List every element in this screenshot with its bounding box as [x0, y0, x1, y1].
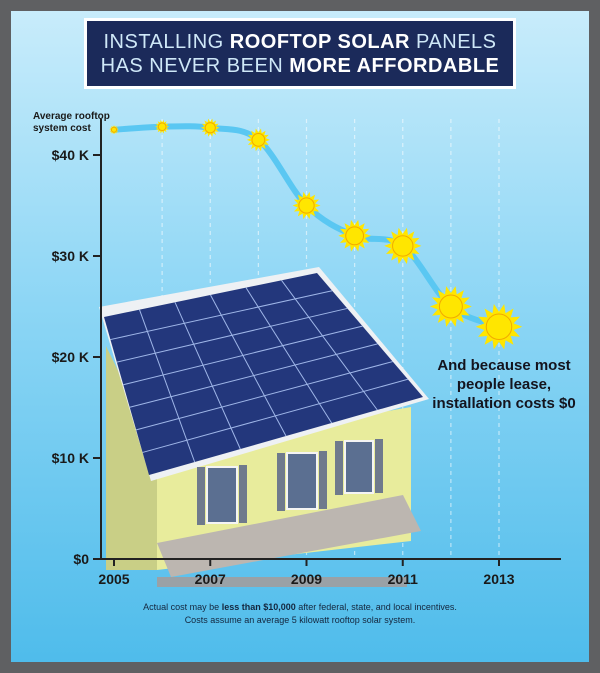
title-banner: INSTALLING ROOFTOP SOLAR PANELS HAS NEVE…: [84, 18, 516, 89]
porch: [157, 577, 407, 587]
shutter: [335, 441, 343, 495]
data-point: [292, 191, 321, 220]
axes: [93, 119, 561, 566]
house-illustration: [99, 267, 429, 587]
series-label-line: Average rooftop: [33, 111, 110, 122]
annotation-line: installation costs $0: [432, 395, 576, 412]
window: [344, 440, 374, 494]
footnote-line-1: Actual cost may be less than $10,000 aft…: [143, 602, 457, 612]
house-left-wall: [106, 346, 157, 570]
x-tick-label: 2005: [98, 571, 129, 587]
data-point: [200, 118, 220, 137]
panel-col-line: [281, 280, 378, 411]
window: [206, 466, 238, 524]
data-point: [384, 227, 422, 265]
infographic: $0 $10 K $20 K $30 K $40 K 2005 2007 2009 2011 2…: [11, 11, 589, 662]
y-tick-labels: $0 $10 K $20 K $30 K $40 K: [52, 147, 90, 567]
shutter: [197, 467, 205, 525]
x-tick-label: 2009: [291, 571, 322, 587]
sun-core: [157, 122, 167, 132]
sun-core: [345, 226, 365, 246]
y-tick-label: $30 K: [52, 248, 89, 264]
sun-core: [298, 197, 315, 214]
y-tick-label: $10 K: [52, 450, 89, 466]
shutter: [277, 453, 285, 511]
title-line-2: HAS NEVER BEEN MORE AFFORDABLE: [100, 55, 500, 77]
series-label-line: system cost: [33, 123, 91, 134]
data-point: [246, 128, 271, 152]
x-tick-label: 2013: [483, 571, 514, 587]
x-tick-label: 2007: [195, 571, 226, 587]
footnote-line-2: Costs assume an average 5 kilowatt rooft…: [184, 615, 416, 625]
panel-col-line: [174, 302, 241, 450]
panel-col-line: [245, 287, 333, 424]
x-tick-labels: 2005 2007 2009 2011 2013: [98, 571, 514, 587]
data-point: [338, 219, 371, 252]
sun-core: [485, 313, 513, 340]
sun-core: [392, 235, 414, 257]
footnote: Actual cost may be less than $10,000 aft…: [11, 601, 589, 627]
panel-col-line: [139, 309, 196, 463]
data-point: [475, 304, 523, 350]
y-tick-label: $20 K: [52, 349, 89, 365]
shutter: [319, 451, 327, 509]
x-tick-label: 2011: [388, 571, 419, 587]
sun-core: [110, 126, 118, 133]
lease-annotation: And because most people lease, installat…: [429, 356, 579, 413]
porch-roof: [157, 495, 421, 577]
solar-panel-grid: [110, 280, 408, 463]
sun-core: [438, 294, 463, 319]
data-point: [155, 119, 170, 134]
shutter: [375, 439, 383, 493]
sun-core: [251, 132, 266, 147]
title-line-1: INSTALLING ROOFTOP SOLAR PANELS: [103, 31, 497, 53]
y-tick-label: $40 K: [52, 147, 89, 163]
window: [286, 452, 318, 510]
chart: $0$10 K$20 K$30 K$40 K 2005 2007 2009 2011 2…: [33, 111, 561, 587]
annotation-line: And because most: [437, 357, 571, 374]
shutter: [239, 465, 247, 523]
panel-col-line: [210, 294, 287, 437]
annotation-line: people lease,: [456, 376, 552, 393]
data-point: [429, 286, 472, 327]
sun-core: [204, 122, 216, 134]
data-point: [109, 125, 119, 135]
y-tick-label: $0: [73, 551, 89, 567]
window-row: [197, 439, 383, 525]
data-markers: [109, 118, 523, 350]
